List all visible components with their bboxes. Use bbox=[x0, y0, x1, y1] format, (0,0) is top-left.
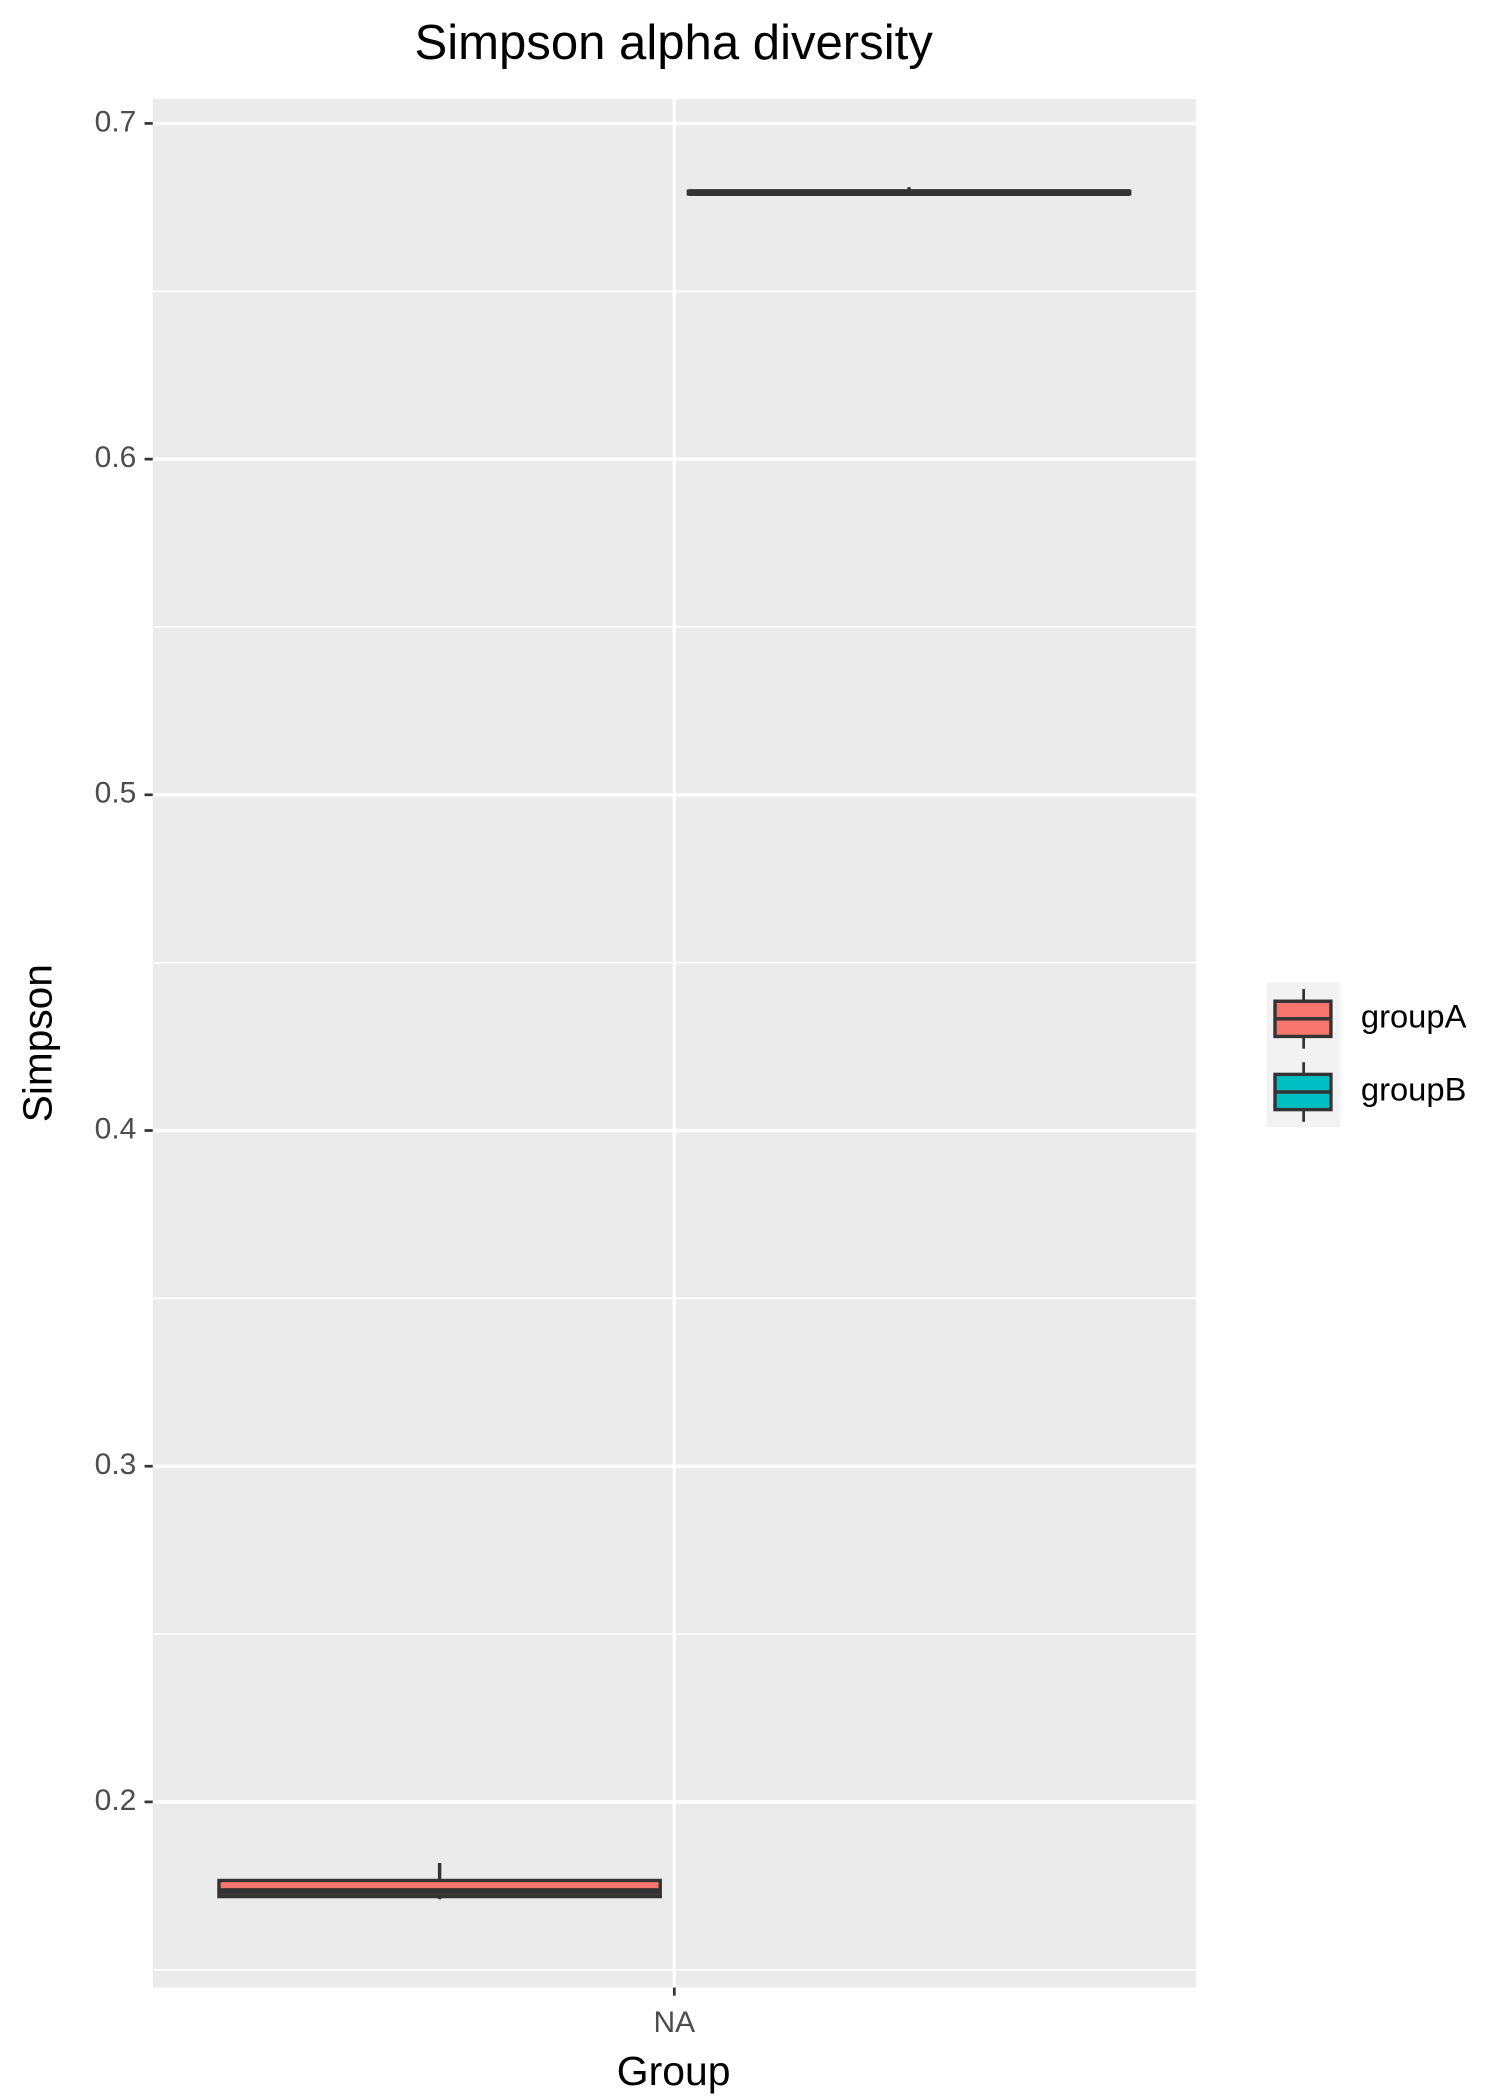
x-tick-label: NA bbox=[653, 2006, 695, 2039]
y-tick-label: 0.6 bbox=[95, 441, 137, 474]
y-tick-label: 0.2 bbox=[95, 1784, 137, 1817]
y-tick-label: 0.4 bbox=[95, 1112, 137, 1145]
y-axis-label: Simpson bbox=[15, 964, 61, 1122]
y-tick-label: 0.3 bbox=[95, 1448, 137, 1481]
legend-label: groupA bbox=[1361, 998, 1467, 1035]
legend-label: groupB bbox=[1361, 1071, 1466, 1108]
y-tick-label: 0.7 bbox=[95, 105, 137, 138]
y-tick-label: 0.5 bbox=[95, 777, 137, 810]
chart-title: Simpson alpha diversity bbox=[414, 16, 933, 70]
x-axis-label: Group bbox=[617, 2048, 731, 2094]
